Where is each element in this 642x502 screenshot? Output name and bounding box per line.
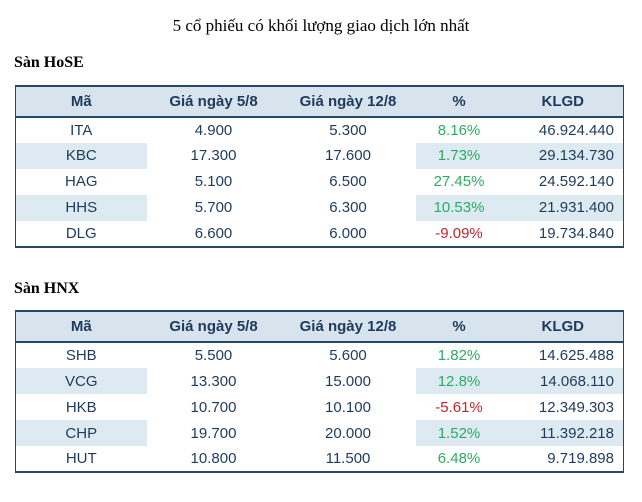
- price-5-8-cell: 5.500: [194, 347, 233, 365]
- percent-change-cell: -5.61%: [435, 398, 483, 416]
- col-header-percent: %: [415, 311, 503, 344]
- col-header-klgd: KLGD: [502, 85, 624, 118]
- ticker-cell: KBC: [15, 142, 147, 169]
- ticker-cell: DLG: [65, 224, 97, 242]
- section-title-hnx: Sàn HNX: [14, 279, 80, 297]
- price-5-8-cell: 6.600: [194, 224, 233, 242]
- volume-cell: 12.349.303: [538, 398, 614, 416]
- col-header-gia-5-8: Giá ngày 5/8: [146, 311, 281, 344]
- table-row: HHS 5.700 6.300 10.53% 21.931.400: [15, 194, 624, 221]
- hnx-table-body: SHB 5.500 5.600 1.82% 14.625.488 VCG 13.300 15.…: [15, 342, 624, 472]
- price-5-8-cell: 5.100: [194, 173, 233, 191]
- volume-cell: 9.719.898: [547, 450, 614, 468]
- header-row: Mã Giá ngày 5/8 Giá ngày 12/8% KLGD: [15, 85, 624, 118]
- volume-cell: 19.734.840: [538, 224, 614, 242]
- col-header-klgd: KLGD: [502, 311, 624, 344]
- ticker-cell: VCG: [15, 368, 147, 395]
- price-12-8-cell: 5.300: [329, 121, 367, 139]
- price-12-8-cell: 20.000: [325, 424, 371, 442]
- price-12-8-cell: 17.600: [325, 147, 371, 165]
- percent-change-cell: -9.09%: [435, 224, 483, 242]
- volume-cell: 11.392.218: [502, 420, 624, 447]
- price-5-8-cell: 19.700: [190, 424, 237, 442]
- col-header-gia-12-8: Giá ngày 12/8: [280, 311, 416, 344]
- hose-table: Mã Giá ngày 5/8 Giá ngày 12/8% KLGD ITA 4.90…: [15, 84, 624, 248]
- price-12-8-cell: 10.100: [325, 398, 371, 416]
- price-12-8-cell: 11.500: [325, 450, 371, 468]
- price-12-8-cell: 6.000: [329, 224, 367, 242]
- table-row: CHP 19.700 20.000 1.52% 11.392.218: [15, 420, 624, 447]
- ticker-cell: HHS: [15, 194, 147, 221]
- table-row: KBC 17.300 17.600 1.73% 29.134.730: [15, 142, 624, 169]
- price-5-8-cell: 10.800: [190, 450, 237, 468]
- percent-change-cell: 1.52%: [415, 420, 503, 447]
- table-row: SHB 5.500 5.600 1.82% 14.625.488: [16, 342, 624, 368]
- percent-change-cell: 1.73%: [415, 142, 503, 169]
- hnx-table: Mã Giá ngày 5/8 Giá ngày 12/8% KLGD SHB 5.50…: [15, 310, 624, 474]
- table-row: VCG 13.300 15.000 12.8% 14.068.110: [15, 368, 624, 395]
- col-header-ma: Mã: [15, 311, 147, 344]
- price-12-8-cell: 6.300: [329, 199, 367, 217]
- page-title: 5 cổ phiếu có khối lượng giao dịch lớn n…: [172, 16, 470, 35]
- table-row: HAG 5.100 6.500 27.45% 24.592.140: [16, 169, 624, 195]
- volume-cell: 14.625.488: [538, 347, 614, 365]
- price-5-8-cell: 13.300: [190, 372, 237, 390]
- price-5-8-cell: 17.300: [190, 147, 237, 165]
- price-5-8-cell: 10.700: [190, 398, 237, 416]
- col-header-percent: %: [415, 85, 503, 118]
- ticker-cell: CHP: [15, 420, 147, 447]
- price-5-8-cell: 5.700: [194, 199, 233, 217]
- percent-change-cell: 1.82%: [437, 347, 481, 365]
- col-header-ma: Mã: [15, 85, 147, 118]
- table-row: ITA 4.900 5.300 8.16% 46.924.440: [16, 117, 624, 143]
- header-row: Mã Giá ngày 5/8 Giá ngày 12/8% KLGD: [15, 311, 624, 344]
- price-12-8-cell: 5.600: [329, 347, 367, 365]
- percent-change-cell: 27.45%: [433, 173, 485, 191]
- volume-cell: 46.924.440: [538, 121, 614, 139]
- volume-cell: 21.931.400: [502, 194, 624, 221]
- price-12-8-cell: 6.500: [329, 173, 367, 191]
- price-12-8-cell: 15.000: [325, 372, 371, 390]
- col-header-gia-5-8: Giá ngày 5/8: [146, 85, 281, 118]
- ticker-cell: SHB: [65, 347, 97, 365]
- percent-change-cell: 6.48%: [437, 450, 481, 468]
- ticker-cell: ITA: [70, 121, 93, 139]
- ticker-cell: HAG: [64, 173, 98, 191]
- percent-change-cell: 10.53%: [415, 194, 503, 221]
- section-title-hose: Sàn HoSE: [14, 54, 84, 72]
- table-row: DLG 6.600 6.000 -9.09% 19.734.840: [16, 221, 624, 247]
- volume-cell: 24.592.140: [538, 173, 614, 191]
- volume-cell: 14.068.110: [502, 368, 624, 395]
- percent-change-cell: 8.16%: [437, 121, 481, 139]
- ticker-cell: HUT: [65, 450, 97, 468]
- price-5-8-cell: 4.900: [194, 121, 233, 139]
- hose-table-body: ITA 4.900 5.300 8.16% 46.924.440 KBC 17.300 17.…: [15, 117, 624, 247]
- table-row: HKB 10.700 10.100 -5.61% 12.349.303: [16, 394, 624, 420]
- ticker-cell: HKB: [65, 398, 97, 416]
- percent-change-cell: 12.8%: [415, 368, 503, 395]
- table-row: HUT 10.800 11.500 6.48% 9.719.898: [16, 446, 624, 472]
- volume-cell: 29.134.730: [502, 142, 624, 169]
- col-header-gia-12-8: Giá ngày 12/8: [280, 85, 416, 118]
